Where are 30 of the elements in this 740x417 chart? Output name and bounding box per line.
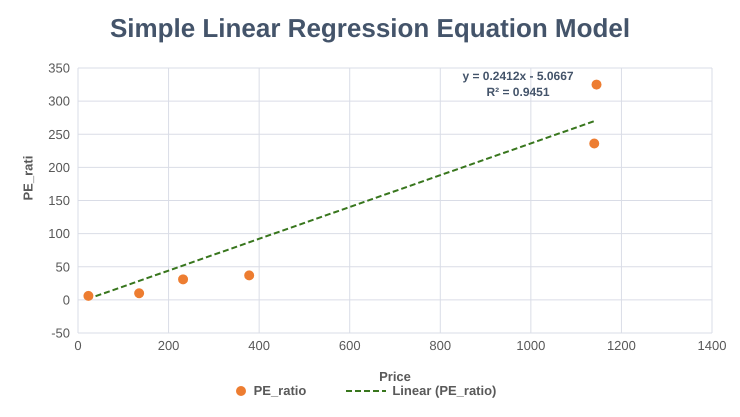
point — [178, 274, 188, 284]
point — [592, 80, 602, 90]
annotation: R² = 0.9451 — [486, 85, 550, 99]
y-tick-label: 50 — [56, 259, 70, 274]
x-tick-label: 0 — [74, 338, 82, 354]
x-axis-title: Price — [379, 369, 411, 384]
y-tick-label: -50 — [51, 326, 70, 341]
legend-label: Linear (PE_ratio) — [391, 383, 496, 398]
chart-title: Simple Linear Regression Equation Model — [108, 12, 632, 45]
x-tick-label: 1400 — [698, 338, 726, 354]
x-tick-label: 400 — [248, 338, 270, 354]
y-tick-label: 100 — [48, 226, 70, 242]
y-tick-label: 350 — [48, 60, 70, 76]
y-tick-label: 0 — [62, 292, 70, 308]
y-tick-label: 300 — [48, 94, 70, 109]
y-tick-label: 150 — [48, 193, 70, 208]
point — [589, 138, 600, 149]
y-axis-title: PE_rati — [20, 156, 36, 200]
x-tick-label: 600 — [338, 338, 361, 354]
y-tick-label: 200 — [48, 160, 70, 175]
point — [134, 288, 144, 298]
annotation: y = 0.2412x - 5.0667 — [462, 69, 574, 83]
x-tick-label: 1200 — [606, 338, 636, 354]
x-tick-label: 1000 — [516, 338, 546, 354]
legend-label: PE_ratio — [252, 383, 306, 398]
x-tick-label: 800 — [429, 338, 452, 354]
x-tick-label: 200 — [158, 338, 180, 354]
point — [244, 270, 254, 280]
y-tick-label: 250 — [48, 126, 70, 142]
point — [83, 290, 94, 301]
